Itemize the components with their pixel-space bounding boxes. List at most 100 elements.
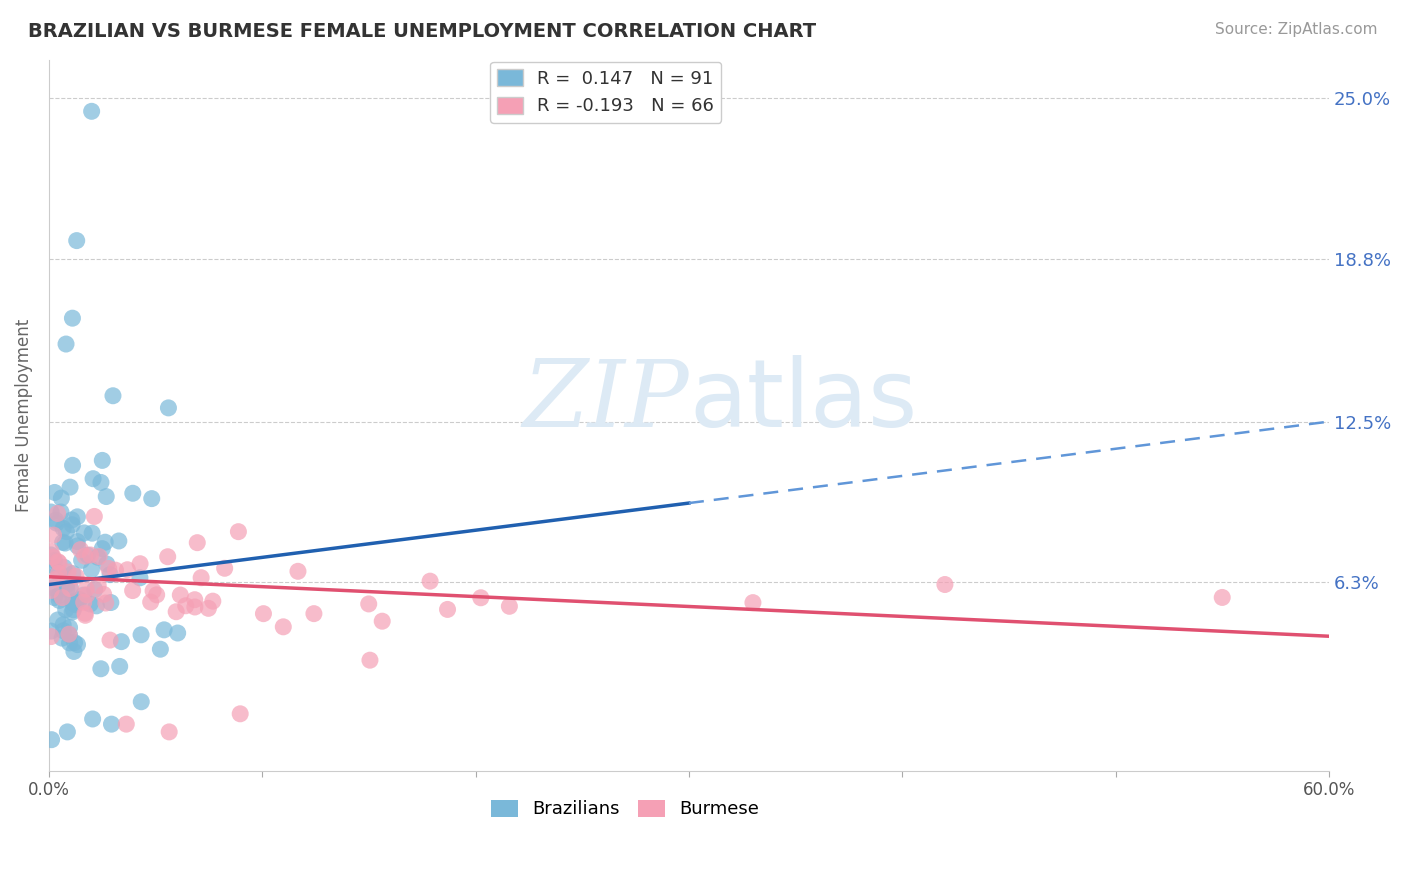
- Point: [63, 635, 86, 649]
- Point: [44, 553, 66, 567]
- Point: [52, 521, 75, 535]
- Point: [142, 583, 165, 598]
- Point: [56, 725, 79, 739]
- Point: [73, 595, 96, 609]
- Point: [42, 528, 65, 542]
- Point: [52, 617, 75, 632]
- Point: [742, 596, 765, 610]
- Point: [45, 572, 67, 586]
- Point: [59, 581, 82, 595]
- Point: [69, 592, 91, 607]
- Point: [90, 475, 112, 490]
- Point: [65, 569, 87, 583]
- Point: [129, 571, 152, 585]
- Point: [359, 653, 381, 667]
- Point: [129, 695, 152, 709]
- Point: [58, 627, 80, 641]
- Point: [41, 581, 63, 595]
- Point: [100, 717, 122, 731]
- Point: [62, 596, 84, 610]
- Point: [174, 599, 197, 613]
- Point: [80, 563, 103, 577]
- Point: [371, 614, 394, 628]
- Point: [153, 623, 176, 637]
- Point: [190, 571, 212, 585]
- Point: [117, 563, 139, 577]
- Point: [87, 578, 110, 592]
- Point: [76, 548, 98, 562]
- Point: [436, 602, 458, 616]
- Point: [157, 401, 180, 415]
- Point: [44, 591, 66, 605]
- Point: [55, 337, 77, 351]
- Text: Source: ZipAtlas.com: Source: ZipAtlas.com: [1215, 22, 1378, 37]
- Point: [46, 565, 69, 579]
- Point: [48, 566, 70, 581]
- Point: [228, 524, 250, 539]
- Point: [498, 599, 520, 614]
- Point: [70, 553, 93, 567]
- Point: [93, 587, 115, 601]
- Point: [96, 490, 118, 504]
- Point: [56, 565, 79, 579]
- Point: [66, 539, 89, 553]
- Point: [60, 517, 83, 532]
- Point: [166, 626, 188, 640]
- Point: [186, 535, 208, 549]
- Point: [184, 599, 207, 614]
- Point: [58, 620, 80, 634]
- Point: [46, 507, 69, 521]
- Point: [94, 535, 117, 549]
- Point: [82, 712, 104, 726]
- Point: [58, 628, 80, 642]
- Y-axis label: Female Unemployment: Female Unemployment: [15, 318, 32, 512]
- Point: [157, 725, 180, 739]
- Point: [104, 563, 127, 577]
- Point: [48, 556, 70, 570]
- Point: [91, 453, 114, 467]
- Point: [87, 550, 110, 565]
- Point: [44, 485, 66, 500]
- Point: [62, 311, 84, 326]
- Point: [48, 588, 70, 602]
- Point: [75, 582, 97, 596]
- Point: [62, 595, 84, 609]
- Point: [39, 505, 62, 519]
- Point: [51, 591, 73, 605]
- Point: [98, 567, 121, 582]
- Point: [110, 634, 132, 648]
- Point: [65, 598, 87, 612]
- Point: [76, 588, 98, 602]
- Point: [62, 603, 84, 617]
- Point: [59, 582, 82, 596]
- Point: [197, 601, 219, 615]
- Point: [82, 526, 104, 541]
- Point: [66, 534, 89, 549]
- Point: [52, 624, 75, 638]
- Point: [121, 486, 143, 500]
- Point: [66, 234, 89, 248]
- Point: [470, 591, 492, 605]
- Point: [55, 578, 77, 592]
- Point: [98, 633, 121, 648]
- Point: [60, 513, 83, 527]
- Point: [108, 533, 131, 548]
- Point: [83, 509, 105, 524]
- Point: [53, 536, 76, 550]
- Point: [39, 583, 62, 598]
- Point: [82, 472, 104, 486]
- Text: ZIP: ZIP: [522, 356, 689, 446]
- Point: [156, 549, 179, 564]
- Point: [72, 588, 94, 602]
- Point: [39, 544, 62, 558]
- Point: [46, 555, 69, 569]
- Text: BRAZILIAN VS BURMESE FEMALE UNEMPLOYMENT CORRELATION CHART: BRAZILIAN VS BURMESE FEMALE UNEMPLOYMENT…: [28, 22, 817, 41]
- Point: [63, 644, 86, 658]
- Point: [66, 638, 89, 652]
- Point: [52, 535, 75, 549]
- Point: [86, 599, 108, 613]
- Point: [89, 549, 111, 564]
- Point: [169, 588, 191, 602]
- Point: [42, 550, 65, 565]
- Point: [73, 525, 96, 540]
